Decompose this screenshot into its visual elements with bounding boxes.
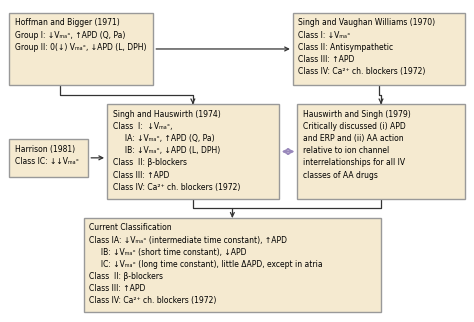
Text: Hauswirth and Singh (1979)
Critically discussed (i) APD
and ERP and (ii) AA acti: Hauswirth and Singh (1979) Critically di… [303,110,410,180]
Text: Hoffman and Bigger (1971)
Group I: ↓Vₘₐˣ, ↑APD (Q, Pa)
Group II: 0(↓) Vₘₐˣ, ↓APD: Hoffman and Bigger (1971) Group I: ↓Vₘₐˣ… [15,18,146,52]
FancyBboxPatch shape [297,104,465,199]
FancyBboxPatch shape [9,13,154,85]
FancyBboxPatch shape [84,218,381,312]
FancyBboxPatch shape [293,13,465,85]
FancyBboxPatch shape [9,139,88,177]
Text: Current Classification
Class IA: ↓Vₘₐˣ (intermediate time constant), ↑APD
     I: Current Classification Class IA: ↓Vₘₐˣ (… [89,223,323,305]
Text: Singh and Vaughan Williams (1970)
Class I: ↓Vₘₐˣ
Class II: Antisympathetic
Class: Singh and Vaughan Williams (1970) Class … [298,18,436,76]
Text: Harrison (1981)
Class IC: ↓↓Vₘₐˣ: Harrison (1981) Class IC: ↓↓Vₘₐˣ [15,145,79,166]
FancyBboxPatch shape [107,104,279,199]
Text: Singh and Hauswirth (1974)
Class  I:  ↓Vₘₐˣ,
     IA: ↓Vₘₐˣ, ↑APD (Q, Pa)
     I: Singh and Hauswirth (1974) Class I: ↓Vₘₐ… [112,110,240,192]
